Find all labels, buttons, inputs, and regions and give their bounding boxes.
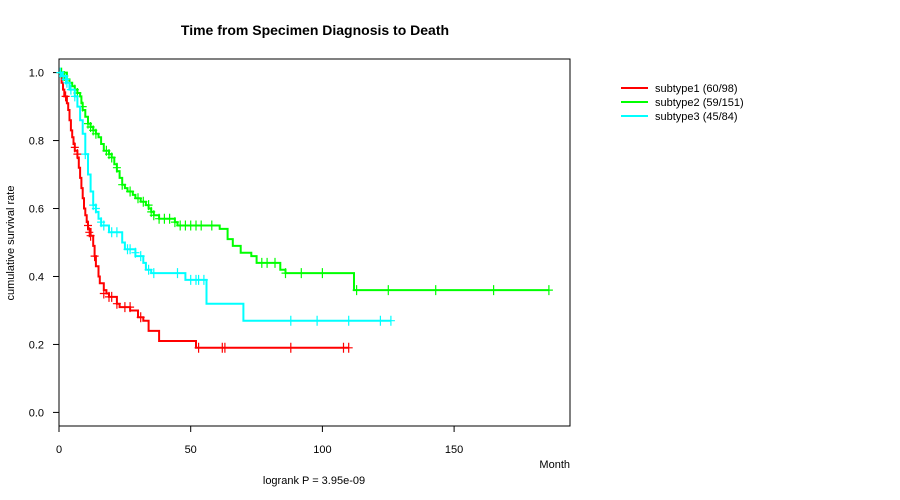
censor-mark (99, 288, 108, 299)
censor-mark (139, 196, 148, 207)
censor-mark (170, 217, 179, 228)
censor-mark (70, 91, 79, 102)
censor-mark (91, 128, 100, 139)
censor-mark (352, 285, 361, 296)
censor-mark (136, 312, 145, 323)
censor-mark (207, 220, 216, 231)
censor-mark (286, 342, 295, 353)
censor-mark (70, 142, 79, 153)
legend-label: subtype1 (60/98) (655, 83, 738, 95)
censor-mark (107, 291, 116, 302)
x-axis-label: Month (539, 459, 570, 471)
censor-mark (318, 268, 327, 279)
y-tick-label: 0.8 (29, 136, 44, 148)
censor-mark (286, 315, 295, 326)
censor-mark (99, 220, 108, 231)
censor-mark (544, 285, 553, 296)
censor-mark (197, 220, 206, 231)
y-axis-label: cumulative survival rate (5, 186, 17, 301)
x-tick-label: 150 (445, 444, 463, 456)
survival-curve (59, 71, 391, 322)
censor-mark (62, 77, 71, 88)
censor-mark (297, 268, 306, 279)
censor-mark (194, 342, 203, 353)
censor-mark (199, 274, 208, 285)
legend-label: subtype2 (59/151) (655, 97, 744, 109)
series-1 (59, 71, 353, 353)
plot-frame (58, 58, 571, 427)
censor-mark (281, 268, 290, 279)
logrank-pvalue: logrank P = 3.95e-09 (263, 475, 365, 487)
censor-mark (144, 200, 153, 211)
censor-mark (431, 285, 440, 296)
censor-mark (86, 230, 95, 241)
censor-mark (73, 149, 82, 160)
censor-mark (344, 315, 353, 326)
y-axis: 0.0 0.2 0.4 0.6 0.8 1.0 (29, 68, 59, 419)
censor-mark (131, 247, 140, 258)
censor-mark (112, 162, 121, 173)
censor-mark (271, 257, 279, 268)
series-3 (56, 67, 395, 326)
censor-mark (61, 91, 70, 102)
censor-mark (220, 342, 229, 353)
survival-curve (59, 71, 549, 292)
censor-mark (263, 257, 272, 268)
censor-mark (386, 315, 395, 326)
censor-mark (344, 342, 353, 353)
censor-mark (126, 244, 135, 255)
censor-mark (313, 315, 322, 326)
censor-mark (489, 285, 498, 296)
censor-mark (134, 193, 142, 204)
censor-mark (91, 203, 100, 214)
survival-curve (59, 71, 349, 349)
censor-mark (149, 268, 158, 279)
censor-mark (118, 179, 127, 190)
censor-mark (107, 152, 116, 163)
y-tick-label: 0.2 (29, 339, 44, 351)
censor-mark (66, 84, 75, 95)
y-tick-label: 0.0 (29, 407, 44, 419)
censor-mark (81, 149, 90, 160)
x-tick-label: 0 (56, 444, 62, 456)
y-tick-label: 0.4 (29, 271, 44, 283)
y-tick-label: 1.0 (29, 68, 44, 80)
censor-mark (376, 315, 385, 326)
x-tick-label: 50 (185, 444, 197, 456)
x-tick-label: 100 (313, 444, 331, 456)
censor-mark (173, 268, 182, 279)
series-2 (57, 67, 553, 296)
legend: subtype1 (60/98) subtype2 (59/151) subtype… (621, 83, 744, 123)
censor-mark (149, 210, 158, 221)
censor-mark (144, 264, 153, 275)
censor-mark (136, 251, 145, 262)
x-axis: 0 50 100 150 (56, 426, 463, 456)
chart-title: Time from Specimen Diagnosis to Death (181, 22, 449, 38)
censor-mark (384, 285, 393, 296)
censor-mark (90, 251, 99, 262)
legend-label: subtype3 (45/84) (655, 111, 738, 123)
censor-mark (126, 302, 135, 313)
censor-mark (84, 220, 92, 231)
censor-mark (126, 186, 135, 197)
censor-mark (112, 298, 121, 309)
series-layer (56, 67, 553, 353)
y-tick-label: 0.6 (29, 204, 44, 216)
censor-mark (165, 213, 174, 224)
censor-mark (112, 227, 121, 238)
